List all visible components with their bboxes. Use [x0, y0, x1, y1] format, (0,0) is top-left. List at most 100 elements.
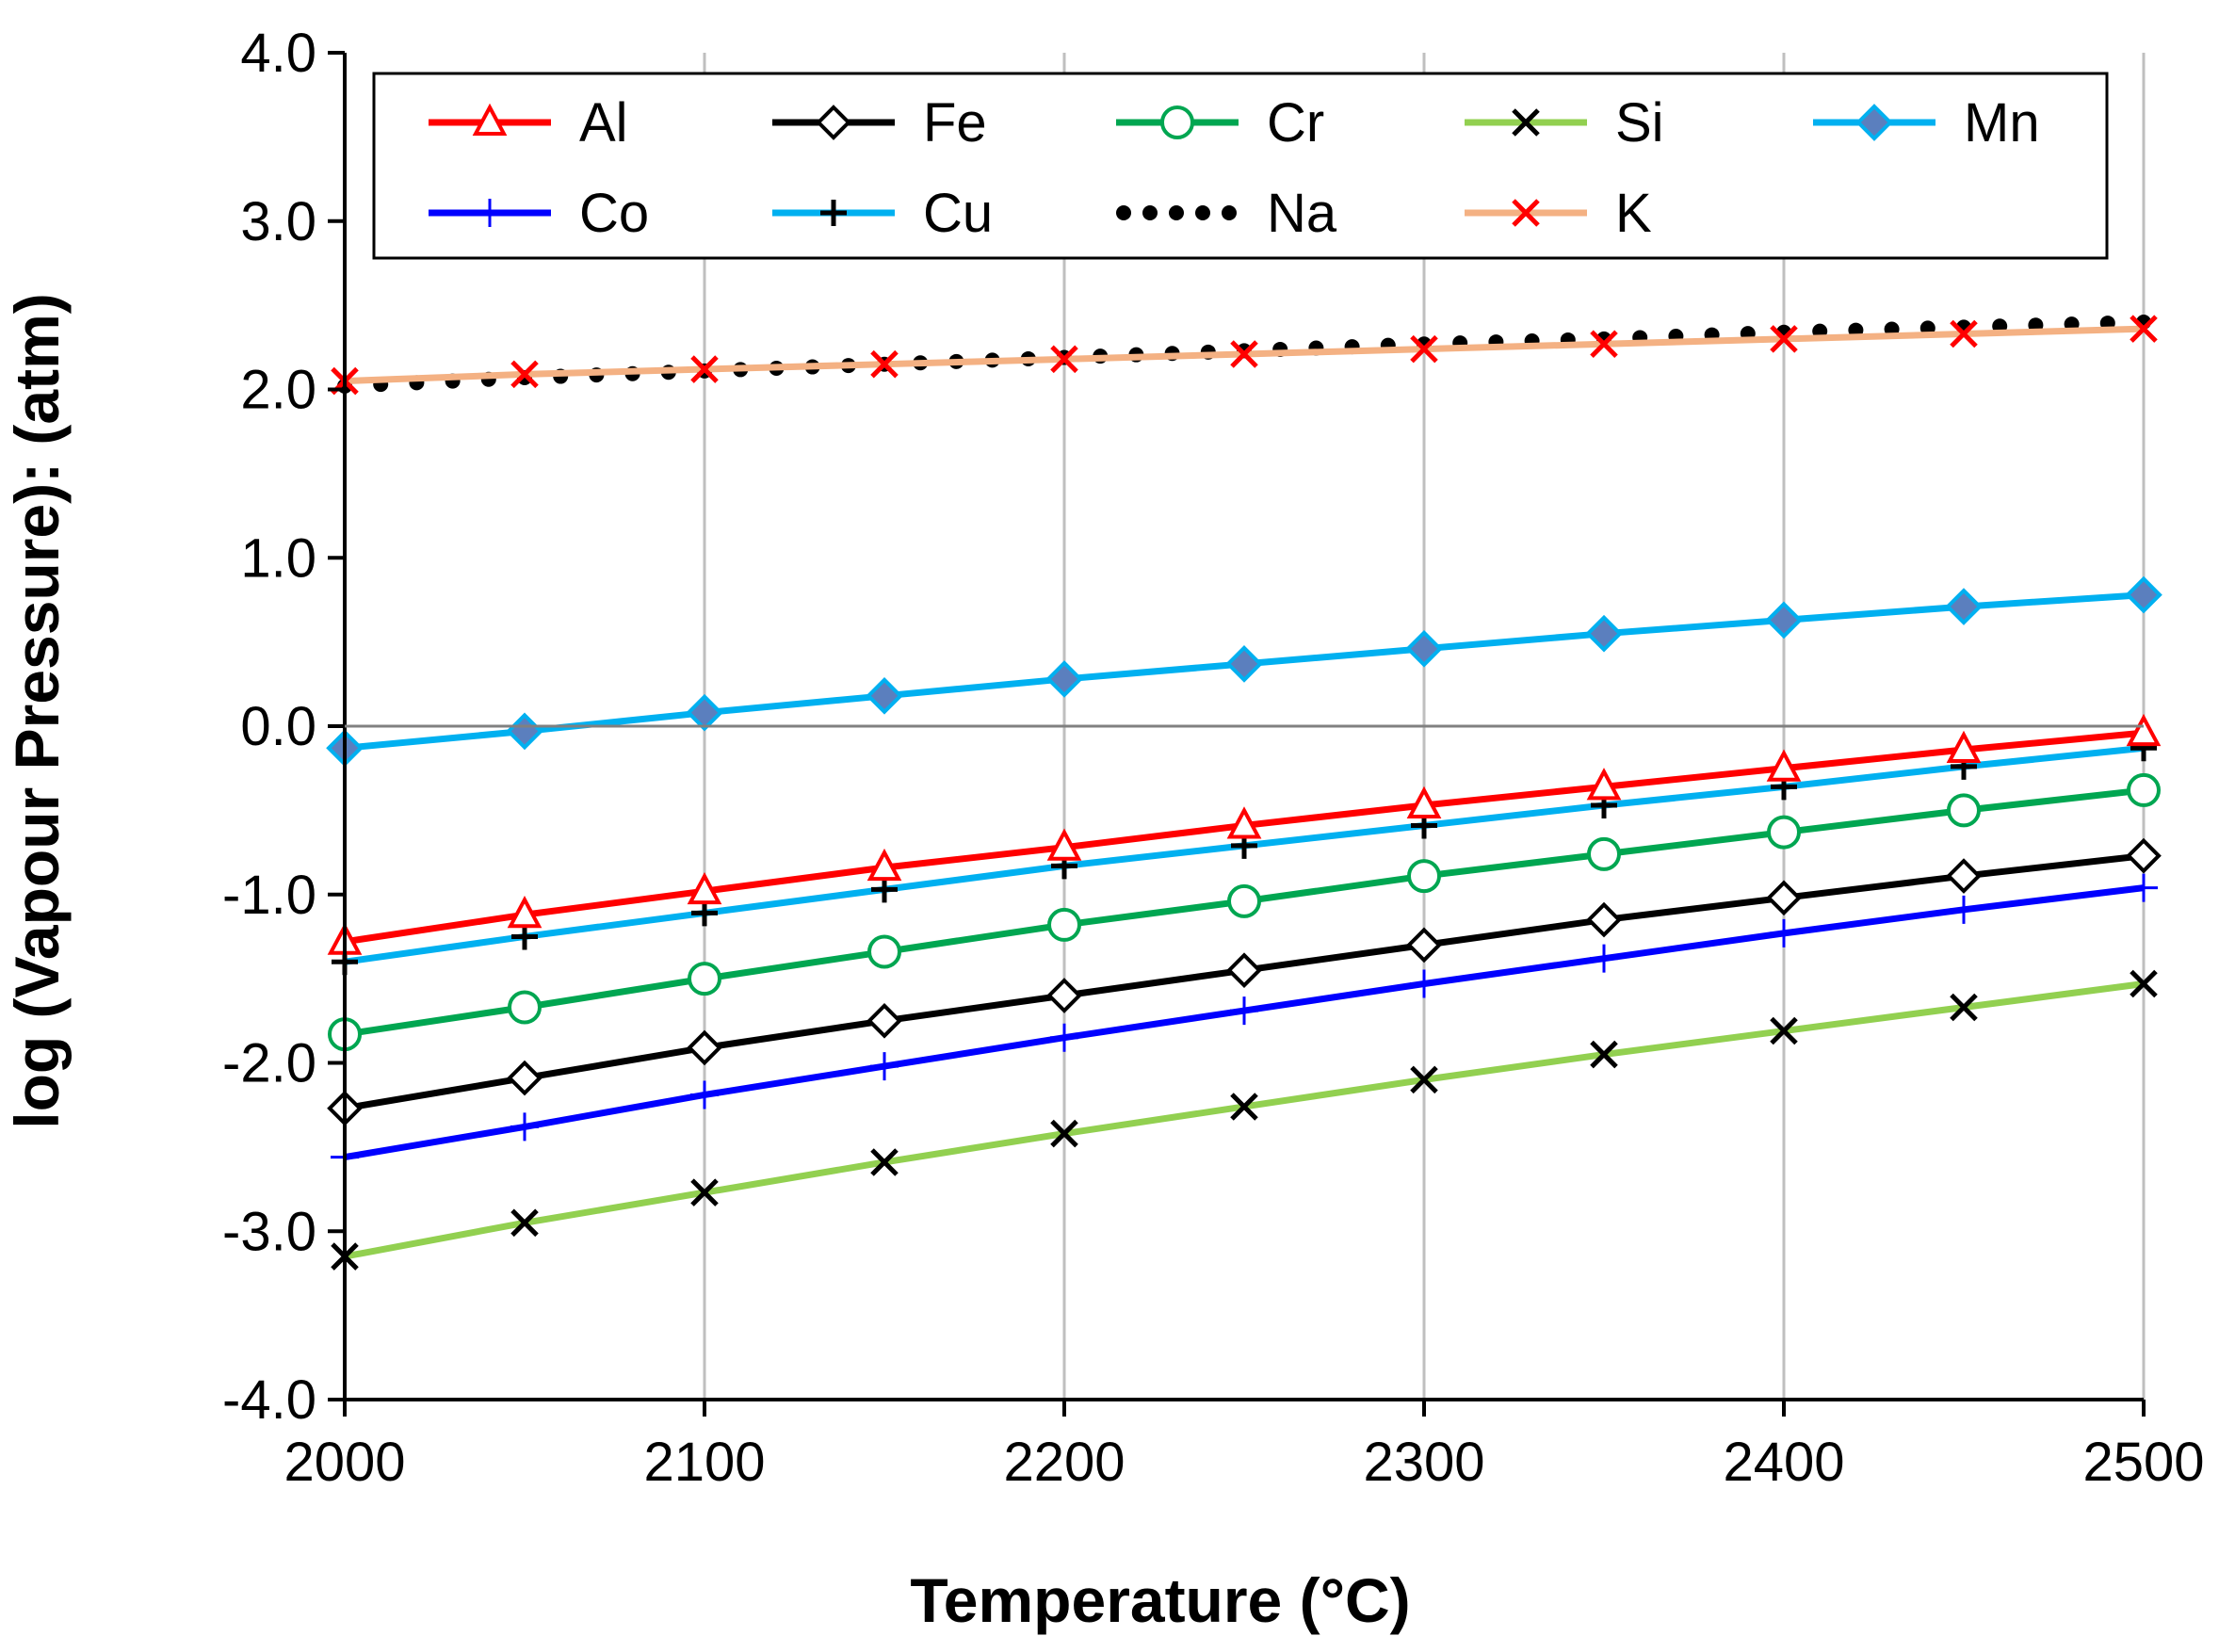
- legend-entry-si: Si: [1465, 92, 1664, 154]
- series-k: [331, 315, 2158, 396]
- y-axis-title: log (Vapour Pressure): (atm): [2, 293, 72, 1129]
- x-tick-label: 2300: [1363, 1432, 1484, 1493]
- legend-label-cr: Cr: [1267, 92, 1324, 154]
- y-tick-label: 3.0: [240, 191, 316, 252]
- k-point: [1590, 330, 1618, 359]
- legend-marker-si: [1512, 108, 1540, 137]
- y-tick-label: -4.0: [222, 1369, 316, 1431]
- k-point: [870, 349, 899, 379]
- legend: Al Fe Cr Si Mn Co Cu Na K: [372, 72, 2109, 260]
- legend-label-mn: Mn: [1964, 92, 2040, 154]
- cr-point: [1407, 859, 1441, 894]
- cr-point: [1047, 907, 1081, 942]
- al-point: [687, 871, 722, 905]
- mn-point: [1045, 660, 1083, 698]
- mn-point: [686, 693, 723, 732]
- fe-point: [866, 1002, 902, 1039]
- legend-marker-al: [472, 103, 508, 136]
- fe-point: [2126, 837, 2162, 874]
- legend-entry-al: Al: [429, 92, 628, 154]
- si-point: [690, 1178, 719, 1207]
- k-point: [510, 360, 539, 389]
- legend-label-fe: Fe: [923, 92, 987, 154]
- legend-entry-cr: Cr: [1116, 92, 1324, 154]
- co-point: [1770, 918, 1798, 947]
- legend-label-cu: Cu: [923, 183, 993, 244]
- legend-swatch-na: [1116, 205, 1131, 220]
- co-point: [1950, 895, 1978, 924]
- k-point: [2130, 315, 2158, 343]
- y-tick-label: -2.0: [222, 1033, 316, 1094]
- legend-entry-co: Co: [429, 183, 649, 244]
- legend-marker-cr: [1160, 105, 1194, 139]
- legend-marker-cu: [820, 200, 847, 226]
- y-tick-label: 0.0: [240, 696, 316, 757]
- co-point: [1050, 1023, 1078, 1052]
- x-tick-label: 2000: [283, 1432, 405, 1493]
- al-point: [1406, 786, 1442, 819]
- fe-point: [1226, 952, 1262, 989]
- legend-swatch-na: [1222, 205, 1237, 220]
- legend-box: [372, 72, 2109, 260]
- si-point: [2130, 969, 2158, 998]
- legend-swatch-na: [1142, 205, 1158, 220]
- y-tick-label: -1.0: [222, 865, 316, 926]
- al-point: [1226, 806, 1262, 839]
- al-point: [1046, 828, 1082, 861]
- cr-point: [1767, 815, 1801, 850]
- k-point: [1410, 334, 1438, 364]
- fe-point: [687, 1029, 722, 1066]
- si-point: [1410, 1065, 1438, 1094]
- k-point: [1050, 345, 1078, 374]
- legend-label-co: Co: [579, 183, 649, 244]
- cr-point: [508, 990, 542, 1025]
- legend-entry-fe: Fe: [772, 92, 987, 154]
- x-tick-label: 2200: [1003, 1432, 1125, 1493]
- al-point: [1586, 768, 1622, 801]
- cr-point: [688, 962, 721, 996]
- al-point: [866, 848, 902, 882]
- si-point: [1590, 1040, 1618, 1069]
- si-point: [870, 1148, 899, 1176]
- legend-label-na: Na: [1267, 183, 1337, 244]
- al-point: [2126, 713, 2162, 747]
- k-point: [1230, 340, 1258, 368]
- si-point: [1950, 993, 1978, 1022]
- fe-point: [1766, 880, 1802, 916]
- legend-label-si: Si: [1615, 92, 1664, 154]
- fe-point: [1946, 858, 1982, 894]
- y-tick-label: 1.0: [240, 527, 316, 589]
- al-point: [1946, 730, 1982, 764]
- legend-entry-cu: Cu: [772, 183, 993, 244]
- mn-point: [1405, 629, 1443, 668]
- x-axis-title: Temperature (°C): [910, 1565, 1410, 1635]
- cr-point: [1227, 883, 1261, 918]
- k-point: [1950, 319, 1978, 348]
- co-point: [690, 1080, 719, 1109]
- legend-entry-na: Na: [1116, 183, 1337, 244]
- al-point: [507, 895, 543, 929]
- legend-swatch-na: [1195, 205, 1210, 220]
- co-point: [510, 1112, 539, 1142]
- cr-point: [1587, 836, 1621, 871]
- mn-point: [1945, 588, 1983, 625]
- mn-point: [1765, 601, 1803, 640]
- al-point: [1766, 749, 1802, 782]
- fe-point: [1406, 927, 1442, 964]
- co-point: [1230, 996, 1258, 1026]
- co-point: [870, 1052, 899, 1081]
- si-point: [1770, 1016, 1798, 1045]
- mn-point: [866, 676, 903, 715]
- legend-entry-mn: Mn: [1813, 92, 2040, 154]
- cr-point: [1947, 793, 1981, 828]
- fe-point: [507, 1060, 543, 1096]
- k-point: [690, 355, 719, 383]
- legend-entry-k: K: [1465, 183, 1652, 244]
- x-tick-label: 2500: [2082, 1432, 2204, 1493]
- legend-swatch-na: [1169, 205, 1184, 220]
- y-tick-label: 2.0: [240, 360, 316, 421]
- y-tick-label: 4.0: [240, 23, 316, 84]
